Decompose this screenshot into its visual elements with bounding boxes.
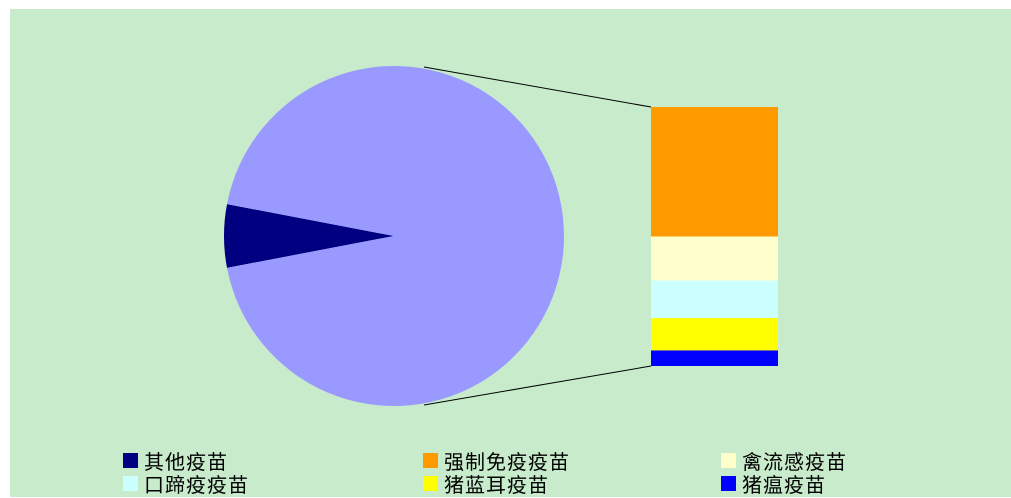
legend-item-mandatory: 强制免疫疫苗 — [423, 449, 570, 474]
stacked-bar-group — [651, 107, 778, 366]
bar-segment-prrs-vaccine — [651, 318, 778, 351]
connector-group — [423, 66, 652, 406]
legend-item-avian-flu: 禽流感疫苗 — [721, 449, 847, 474]
legend-label: 强制免疫疫苗 — [444, 449, 570, 474]
pie-group — [224, 66, 565, 406]
legend-label: 猪瘟疫苗 — [742, 472, 826, 497]
legend-item-fmd: 口蹄疫疫苗 — [123, 472, 249, 497]
legend-label: 其他疫苗 — [144, 449, 228, 474]
legend-item-swine-fever: 猪瘟疫苗 — [721, 472, 826, 497]
bar-of-pie-chart — [224, 66, 778, 406]
legend-item-other: 其他疫苗 — [123, 449, 228, 474]
connector-line-top — [423, 66, 652, 108]
legend-label: 口蹄疫疫苗 — [144, 472, 249, 497]
pie-slice-remaining — [227, 66, 565, 406]
legend-label: 猪蓝耳疫苗 — [444, 472, 549, 497]
bar-segment-swine-fever-vaccine — [651, 350, 778, 366]
connector-line-bottom — [423, 365, 652, 406]
legend-swatch — [123, 452, 138, 468]
legend-swatch — [721, 452, 736, 468]
legend-swatch — [423, 452, 438, 468]
bar-segment-fmd-vaccine — [651, 280, 778, 319]
legend-swatch — [721, 475, 736, 491]
bar-segment-avian-flu-vaccine — [651, 236, 778, 281]
legend-swatch — [123, 475, 138, 491]
legend-item-prrs: 猪蓝耳疫苗 — [423, 472, 549, 497]
bar-segment-mandatory-vaccines — [651, 107, 778, 237]
chart-area: 其他疫苗 强制免疫疫苗 禽流感疫苗 口蹄疫疫苗 猪蓝耳疫苗 猪瘟疫苗 — [10, 9, 1011, 497]
pie-slice-other-vaccines — [224, 204, 394, 268]
legend-swatch — [423, 475, 438, 491]
legend-label: 禽流感疫苗 — [742, 449, 847, 474]
